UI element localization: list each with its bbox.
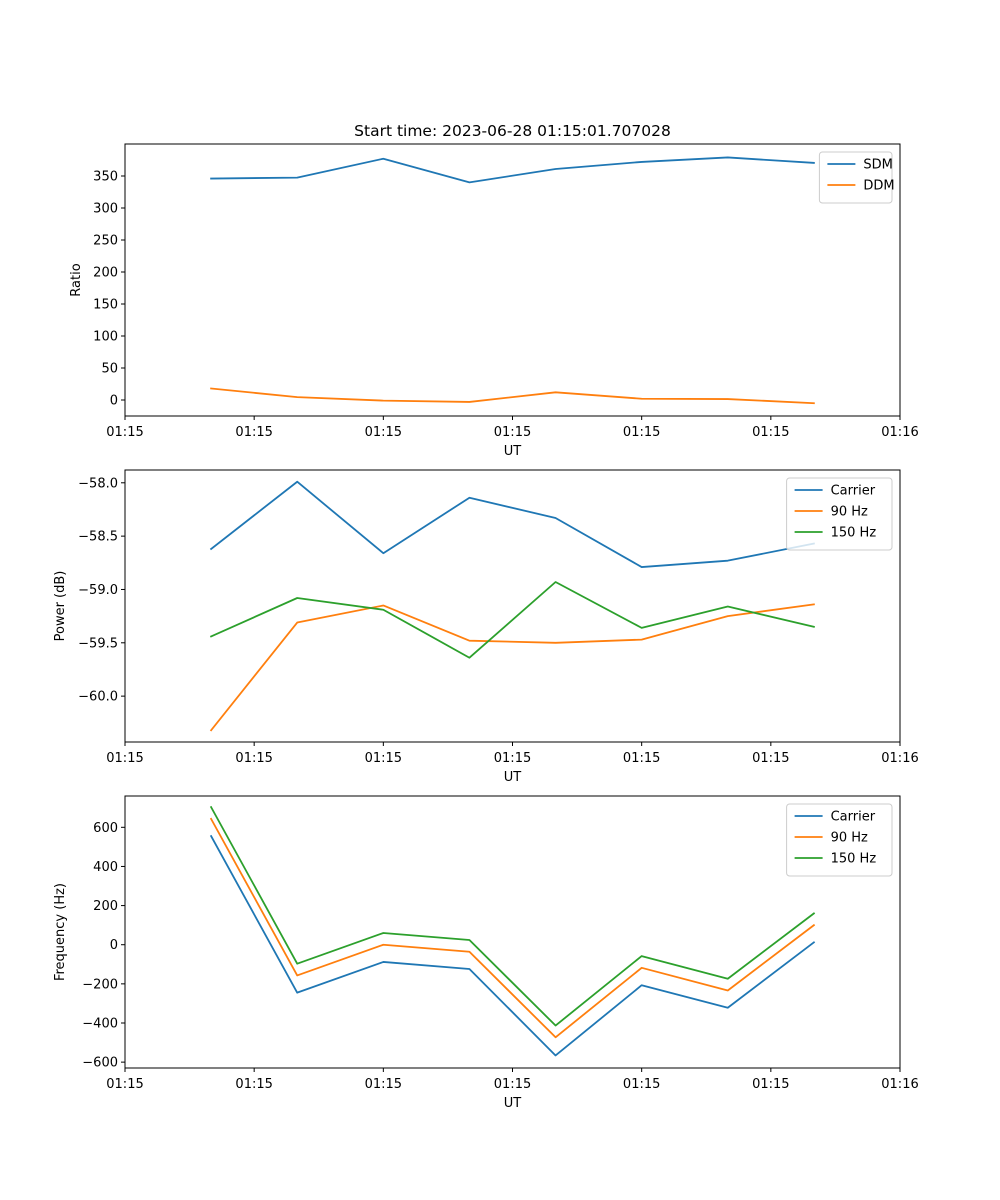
panel-3-legend-label-2: 90 Hz bbox=[831, 831, 868, 846]
panel-3-x-axis-label: UT bbox=[504, 1096, 522, 1111]
panel-2-legend-label-3: 150 Hz bbox=[831, 526, 877, 541]
panel-1-y-tick-label: 250 bbox=[93, 234, 118, 249]
panel-3-series-line-1 bbox=[209, 834, 816, 1057]
panel-3-y-tick-label: −200 bbox=[82, 977, 118, 992]
panel-2-x-tick-label: 01:15 bbox=[623, 751, 660, 766]
panel-3-legend-label-3: 150 Hz bbox=[831, 852, 877, 867]
panel-2-y-tick-label: −58.5 bbox=[78, 530, 118, 545]
panel-2-x-axis-label: UT bbox=[504, 770, 522, 785]
panel-3-legend: Carrier 90 Hz 150 Hz bbox=[786, 803, 893, 877]
panel-2-series-line-1 bbox=[209, 480, 815, 568]
panel-1-x-tick-label: 01:15 bbox=[235, 425, 272, 440]
panel-1: 01:15 01:15 01:15 01:15 01:15 01:15 01:16 0 50 10… bbox=[69, 143, 919, 459]
panel-3-series-line-3 bbox=[209, 805, 816, 1027]
panel-3-x-tick-label: 01:15 bbox=[494, 1077, 531, 1092]
panel-3-y-axis-label: Frequency (Hz) bbox=[53, 883, 68, 981]
panel-1-y-tick-label: 300 bbox=[93, 202, 118, 217]
panel-3-y-tick-label: −400 bbox=[82, 1016, 118, 1031]
panel-2-x-tick-label: 01:15 bbox=[494, 751, 531, 766]
panel-1-series-line-1 bbox=[210, 156, 815, 184]
panel-3-y-tick-label: 0 bbox=[110, 938, 118, 953]
panel-2-x-tick-label: 01:15 bbox=[235, 751, 272, 766]
panel-3-legend-label-1: Carrier bbox=[831, 810, 876, 825]
panel-2-legend-label-1: Carrier bbox=[831, 484, 876, 499]
panel-1-y-tick-label: 0 bbox=[110, 394, 118, 409]
panel-2-series-line-2 bbox=[209, 603, 815, 732]
panel-2-legend-label-2: 90 Hz bbox=[831, 505, 868, 520]
panel-2-y-tick-label: −58.0 bbox=[78, 476, 118, 491]
panel-3: 01:15 01:15 01:15 01:15 01:15 01:15 01:16 −600 −… bbox=[53, 795, 919, 1111]
panel-2-x-tick-label: 01:15 bbox=[106, 751, 143, 766]
panel-1-legend: SDM DDM bbox=[818, 151, 895, 204]
figure-title: Start time: 2023-06-28 01:15:01.707028 bbox=[354, 122, 671, 140]
panel-3-y-tick-label: 200 bbox=[93, 899, 118, 914]
panel-3-y-tick-label: −600 bbox=[82, 1056, 118, 1071]
panel-1-x-tick-label: 01:16 bbox=[881, 425, 918, 440]
panel-1-y-tick-label: 350 bbox=[93, 170, 118, 185]
panel-3-x-tick-label: 01:15 bbox=[235, 1077, 272, 1092]
panel-3-y-tick-label: 400 bbox=[93, 860, 118, 875]
panel-1-x-tick-label: 01:15 bbox=[365, 425, 402, 440]
panel-1-y-tick-label: 200 bbox=[93, 266, 118, 281]
panel-2-y-tick-label: −60.0 bbox=[78, 690, 118, 705]
panel-2: 01:15 01:15 01:15 01:15 01:15 01:15 01:16 −60.0… bbox=[53, 469, 919, 785]
panel-1-x-tick-label: 01:15 bbox=[106, 425, 143, 440]
panel-1-legend-label-1: SDM bbox=[863, 158, 892, 173]
panel-2-series-line-3 bbox=[209, 581, 815, 659]
panel-3-x-tick-label: 01:15 bbox=[106, 1077, 143, 1092]
panel-1-x-tick-label: 01:15 bbox=[752, 425, 789, 440]
panel-2-x-tick-label: 01:15 bbox=[752, 751, 789, 766]
panel-3-x-tick-label: 01:15 bbox=[752, 1077, 789, 1092]
panel-2-legend: Carrier 90 Hz 150 Hz bbox=[786, 477, 893, 551]
panel-1-x-tick-label: 01:15 bbox=[623, 425, 660, 440]
panel-2-y-tick-label: −59.0 bbox=[78, 583, 118, 598]
panel-3-x-tick-label: 01:15 bbox=[365, 1077, 402, 1092]
panel-1-series-line-2 bbox=[210, 387, 815, 405]
panel-1-legend-label-2: DDM bbox=[863, 179, 894, 194]
panel-1-y-tick-label: 50 bbox=[101, 362, 118, 377]
panel-2-x-tick-label: 01:16 bbox=[881, 751, 918, 766]
panel-1-x-axis-label: UT bbox=[504, 444, 522, 459]
panel-3-x-tick-label: 01:15 bbox=[623, 1077, 660, 1092]
panel-2-y-tick-label: −59.5 bbox=[78, 636, 118, 651]
panel-1-y-axis-label: Ratio bbox=[69, 263, 84, 296]
panel-1-x-tick-label: 01:15 bbox=[494, 425, 531, 440]
panel-3-y-tick-label: 600 bbox=[93, 821, 118, 836]
panel-2-y-axis-label: Power (dB) bbox=[53, 571, 68, 642]
panel-1-y-tick-label: 150 bbox=[93, 298, 118, 313]
panel-3-x-tick-label: 01:16 bbox=[881, 1077, 918, 1092]
panels: 01:15 01:15 01:15 01:15 01:15 01:15 01:16 0 50 10… bbox=[53, 143, 919, 1111]
panel-2-x-tick-label: 01:15 bbox=[365, 751, 402, 766]
panel-1-y-tick-label: 100 bbox=[93, 330, 118, 345]
panel-3-series-line-2 bbox=[209, 817, 816, 1039]
